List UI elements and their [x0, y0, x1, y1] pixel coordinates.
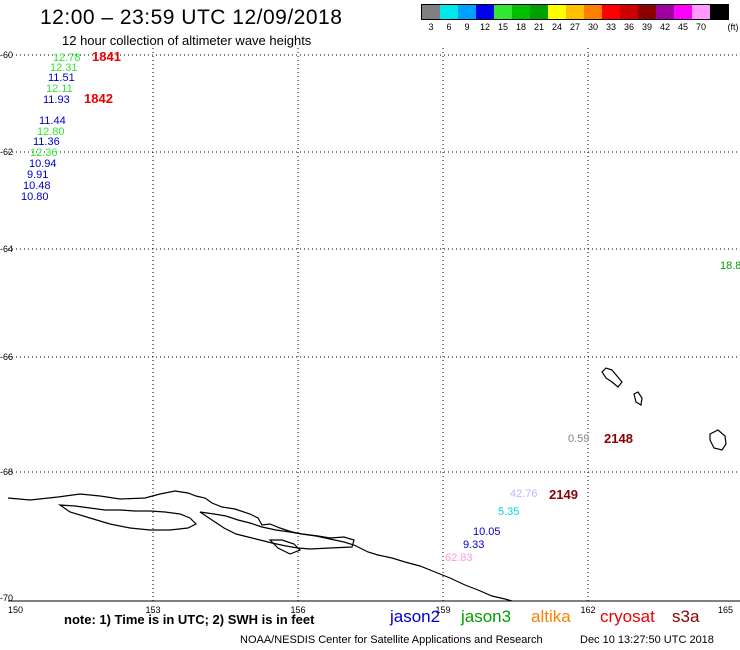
scale-swatch — [530, 5, 548, 19]
wave-height-value: 12.80 — [37, 126, 65, 138]
pass-time-label: 2148 — [604, 431, 633, 446]
antarctic-coastline — [7, 367, 727, 602]
latitude-label: -68 — [0, 467, 13, 477]
scale-swatch — [440, 5, 458, 19]
wave-height-value: 12.11 — [46, 83, 73, 95]
scale-swatch — [602, 5, 620, 19]
pass-time-label: 1841 — [92, 49, 121, 64]
scale-swatch — [674, 5, 692, 19]
wave-height-value: 42.76 — [510, 488, 538, 500]
satellite-legend-item: jason3 — [461, 607, 512, 626]
scale-label: 45 — [677, 22, 689, 32]
scale-label: 18 — [515, 22, 527, 32]
scale-label: 39 — [641, 22, 653, 32]
latitude-label: -60 — [0, 50, 13, 60]
scale-label: 42 — [659, 22, 671, 32]
wave-height-value: 11.51 — [48, 72, 75, 84]
scale-swatch — [422, 5, 440, 19]
scale-label: 30 — [587, 22, 599, 32]
satellite-legend-item: altika — [531, 607, 571, 626]
wave-height-value: 11.44 — [39, 115, 66, 127]
scale-label: 6 — [446, 22, 452, 32]
color-scale-legend: 3 6 9 12 15 18 21 24 27 30 33 36 39 42 45 70 (ft) — [421, 4, 739, 32]
scale-swatch — [548, 5, 566, 19]
wave-height-value: 10.05 — [473, 526, 501, 538]
wave-height-value: 18.8 — [720, 260, 740, 272]
scale-label: 24 — [551, 22, 563, 32]
scale-swatch — [458, 5, 476, 19]
scale-swatch — [710, 5, 728, 19]
wave-height-value: 10.94 — [29, 158, 57, 170]
longitude-label: 159 — [435, 605, 450, 615]
wave-height-value: 12.31 — [50, 62, 78, 74]
longitude-label: 150 — [8, 605, 23, 615]
wave-height-value: 5.35 — [498, 506, 520, 518]
scale-swatch — [692, 5, 710, 19]
scale-swatch — [512, 5, 530, 19]
scale-label: 3 — [428, 22, 434, 32]
latitude-label: -62 — [0, 147, 13, 157]
scale-label: 36 — [623, 22, 635, 32]
scale-label: 21 — [533, 22, 545, 32]
generation-timestamp: Dec 10 13:27:50 UTC 2018 — [580, 634, 714, 646]
longitude-label: 165 — [718, 605, 733, 615]
scale-unit: (ft) — [727, 22, 739, 32]
longitude-label: 153 — [145, 605, 160, 615]
latitude-label: -70 — [0, 593, 13, 603]
chart-title: 12:00 – 23:59 UTC 12/09/2018 — [40, 6, 343, 29]
wave-height-value: 0.59 — [568, 433, 590, 445]
scale-label: 70 — [695, 22, 707, 32]
pass-time-label: 1842 — [84, 91, 113, 106]
scale-label: 9 — [464, 22, 470, 32]
wave-height-value: 11.93 — [43, 94, 70, 106]
scale-swatch — [566, 5, 584, 19]
wave-height-value: 10.48 — [23, 180, 51, 192]
map-axis-labels: -60 -62 -64 -66 -68 -70 150 153 156 159 162 165 — [0, 50, 733, 615]
longitude-label: 162 — [580, 605, 595, 615]
scale-label: 33 — [605, 22, 617, 32]
lat-lon-grid — [8, 48, 740, 601]
wave-height-value: 9.33 — [463, 539, 485, 551]
scale-swatch — [476, 5, 494, 19]
footer-note: note: 1) Time is in UTC; 2) SWH is in fe… — [64, 612, 315, 627]
pass-time-label: 2149 — [549, 487, 578, 502]
satellite-legend-item: jason2 — [390, 607, 441, 626]
wave-height-value: 9.91 — [27, 169, 49, 181]
scale-label: 15 — [497, 22, 509, 32]
scale-swatch — [638, 5, 656, 19]
longitude-label: 156 — [290, 605, 305, 615]
wave-height-value: 10.80 — [21, 191, 49, 203]
scale-swatch — [494, 5, 512, 19]
scale-swatch — [620, 5, 638, 19]
wave-height-value: 62.83 — [445, 552, 473, 564]
satellite-legend-item: s3a — [672, 607, 700, 626]
chart-subtitle: 12 hour collection of altimeter wave hei… — [62, 33, 312, 48]
latitude-label: -66 — [0, 352, 13, 362]
scale-label: 27 — [569, 22, 581, 32]
wave-height-value: 12.36 — [30, 147, 58, 159]
credit-line: NOAA/NESDIS Center for Satellite Applica… — [240, 634, 543, 646]
scale-swatch — [656, 5, 674, 19]
scale-swatch — [584, 5, 602, 19]
scale-label: 12 — [479, 22, 491, 32]
wave-height-value: 12.78 — [53, 52, 81, 64]
wave-height-value: 11.36 — [33, 136, 60, 148]
satellite-legend-item: cryosat — [600, 607, 655, 626]
latitude-label: -64 — [0, 244, 13, 254]
